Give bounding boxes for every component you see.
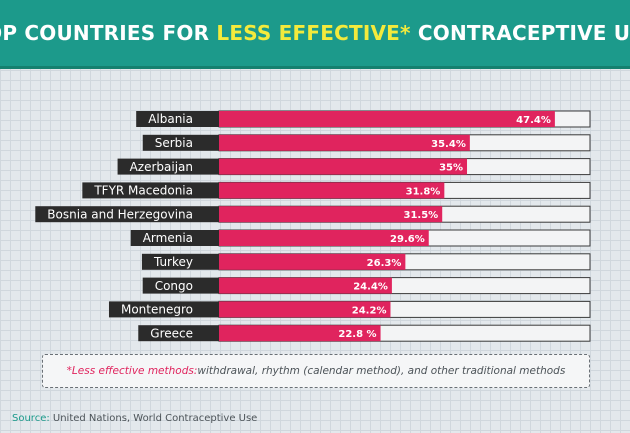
chart-title: TOP COUNTRIES FOR LESS EFFECTIVE* CONTRA…: [0, 21, 630, 45]
title-part-1: TOP COUNTRIES FOR: [0, 21, 210, 45]
value-label: 31.8%: [406, 186, 441, 197]
category-label: Serbia: [155, 136, 193, 150]
category-label-bg: [136, 111, 219, 127]
category-label-bg: [142, 134, 219, 151]
value-label: 47.4%: [516, 115, 551, 126]
bar: [219, 325, 381, 342]
category-label: Turkey: [153, 255, 193, 269]
category-label-bg: [35, 206, 219, 223]
title-banner: TOP COUNTRIES FOR LESS EFFECTIVE* CONTRA…: [0, 0, 630, 66]
category-label: Bosnia and Herzegovina: [47, 207, 193, 221]
bar: [219, 206, 443, 223]
bar: [219, 277, 392, 294]
category-label: Albania: [148, 112, 193, 126]
category-label-bg: [82, 182, 219, 199]
footnote-text: withdrawal, rhythm (calendar method), an…: [197, 365, 566, 377]
bar: [219, 158, 468, 175]
value-label: 35%: [439, 163, 463, 174]
category-label-bg: [117, 158, 219, 175]
category-label: Greece: [150, 326, 193, 340]
value-label: 24.4%: [353, 282, 388, 293]
category-label: Armenia: [143, 231, 193, 245]
source-label: Source:: [12, 413, 50, 424]
value-label: 29.6%: [390, 234, 425, 245]
bar: [219, 111, 555, 127]
bar-chart: Albania 47.4% Serbia 35.4% Azerbaijan 35% TFYR…: [35, 110, 591, 342]
value-label: 26.3%: [367, 258, 402, 269]
title-highlight: LESS EFFECTIVE*: [216, 21, 411, 45]
bar: [219, 301, 391, 318]
source-line: Source: United Nations, World Contracept…: [12, 413, 257, 424]
category-label: TFYR Macedonia: [93, 184, 193, 198]
category-label: Azerbaijan: [130, 160, 193, 174]
category-label-bg: [130, 230, 219, 246]
category-label-bg: [138, 325, 219, 342]
source-text: United Nations, World Contraceptive Use: [49, 413, 258, 424]
value-label: 24.2%: [352, 305, 387, 316]
footnote-box: *Less effective methods: withdrawal, rhy…: [42, 354, 590, 388]
bar: [219, 253, 406, 270]
value-label: 22.8 %: [338, 329, 376, 340]
category-label-bg: [141, 253, 219, 270]
bar: [219, 230, 429, 246]
category-label-bg: [142, 277, 219, 294]
footnote-lead: *Less effective methods:: [66, 365, 198, 377]
bar: [219, 134, 470, 151]
bar: [219, 182, 445, 199]
category-label-bg: [108, 301, 219, 318]
category-label: Congo: [155, 279, 193, 293]
category-label: Montenegro: [121, 303, 193, 317]
title-part-2: CONTRACEPTIVE USE: [417, 21, 630, 45]
value-label: 35.4%: [431, 139, 466, 150]
value-label: 31.5%: [404, 210, 439, 221]
